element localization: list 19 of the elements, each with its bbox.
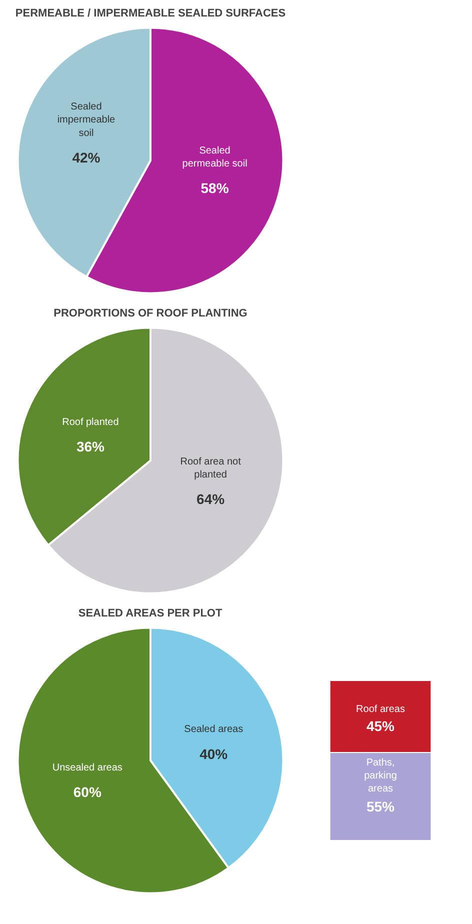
slice-label: Roof planted: [62, 416, 119, 428]
data-label: 40%: [200, 746, 228, 762]
data-label: 55%: [366, 798, 396, 814]
data-label: 45%: [366, 718, 396, 734]
series-label: Roof areas: [356, 704, 405, 716]
chart-title: PERMEABLE / IMPERMEABLE SEALED SURFACES: [15, 8, 286, 20]
slice-label: Sealed impermeable soil: [57, 102, 116, 139]
chart-title: PROPORTIONS OF ROOF PLANTING: [54, 308, 248, 320]
slice-label: Roof area not planted: [180, 456, 242, 481]
slice-label: Sealed areas: [184, 724, 244, 736]
data-label: 58%: [200, 180, 230, 196]
slice-label: Unsealed areas: [52, 762, 122, 774]
chart-title: SEALED AREAS PER PLOT: [78, 608, 222, 620]
data-label: 60%: [73, 784, 102, 800]
series-label: Paths, parking areas: [364, 757, 397, 795]
data-label: 36%: [76, 438, 106, 455]
data-label: 64%: [196, 491, 226, 508]
slice-label: Sealed permeable soil: [182, 145, 248, 170]
data-label: 42%: [72, 149, 101, 166]
